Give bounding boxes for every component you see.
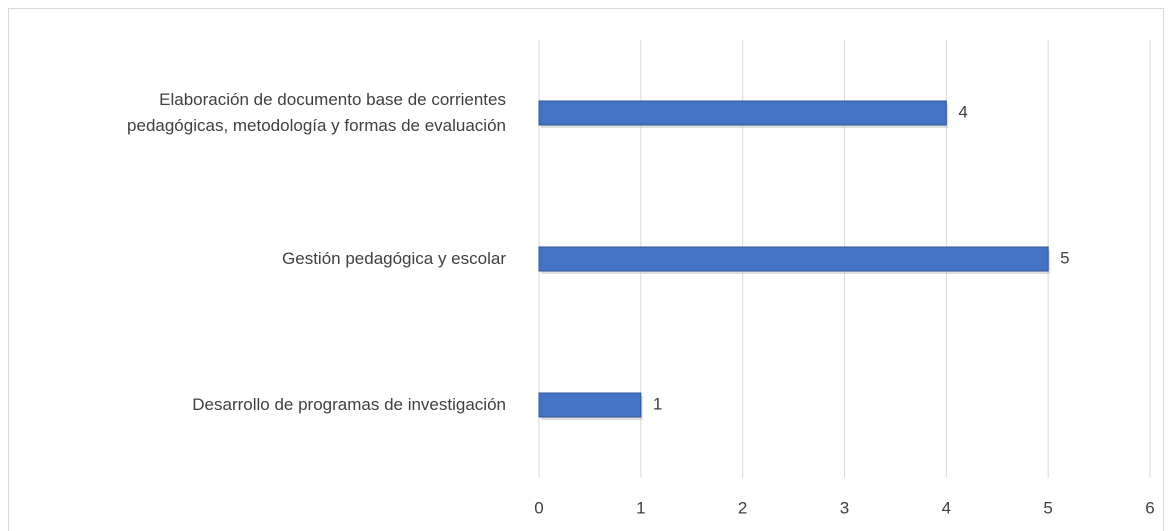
value-label: 4 bbox=[958, 102, 967, 121]
x-tick-label: 2 bbox=[738, 498, 747, 517]
x-tick-label: 6 bbox=[1145, 498, 1154, 517]
x-tick-label: 0 bbox=[534, 498, 543, 517]
category-label: Desarrollo de programas de investigación bbox=[192, 395, 506, 414]
bar bbox=[538, 246, 1049, 272]
chart-border bbox=[8, 8, 1164, 531]
value-label: 1 bbox=[653, 394, 662, 413]
x-tick-label: 5 bbox=[1043, 498, 1052, 517]
category-label: Gestión pedagógica y escolar bbox=[282, 249, 506, 268]
bar bbox=[538, 392, 642, 418]
x-tick-label: 4 bbox=[942, 498, 951, 517]
category-label: Elaboración de documento base de corrien… bbox=[127, 90, 506, 135]
bar bbox=[538, 100, 947, 126]
x-tick-label: 3 bbox=[840, 498, 849, 517]
value-label: 5 bbox=[1060, 248, 1069, 267]
x-tick-label: 1 bbox=[636, 498, 645, 517]
